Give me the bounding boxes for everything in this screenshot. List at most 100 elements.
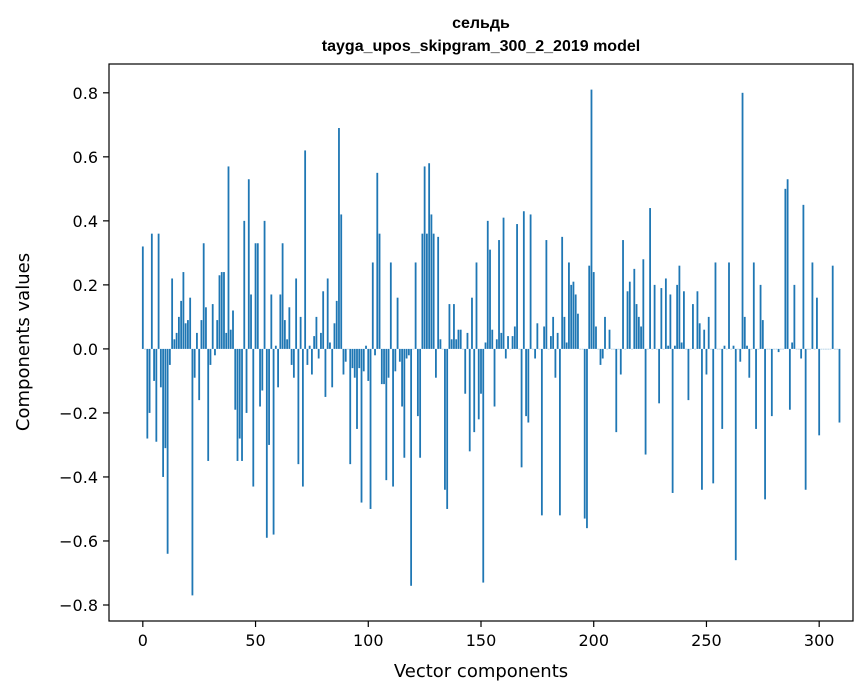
bar bbox=[198, 348, 201, 401]
bar bbox=[392, 348, 394, 487]
bar bbox=[270, 294, 273, 349]
bar bbox=[504, 348, 507, 359]
bar bbox=[640, 326, 642, 349]
bar bbox=[184, 323, 187, 349]
bar bbox=[777, 348, 780, 353]
bar bbox=[755, 348, 757, 429]
bar bbox=[387, 348, 390, 378]
bar bbox=[559, 348, 561, 516]
bar bbox=[728, 262, 730, 349]
bar bbox=[168, 348, 171, 365]
bar bbox=[380, 348, 383, 385]
bar bbox=[414, 262, 417, 349]
bar bbox=[552, 316, 555, 349]
bar bbox=[669, 294, 672, 349]
bar bbox=[410, 348, 413, 586]
bar bbox=[367, 348, 370, 381]
bar bbox=[516, 224, 518, 349]
bar bbox=[520, 348, 523, 468]
bar bbox=[378, 233, 381, 349]
y-tick-label: 0.2 bbox=[73, 276, 98, 295]
bar bbox=[543, 326, 546, 349]
bar bbox=[256, 243, 259, 349]
bar bbox=[748, 348, 751, 378]
bar bbox=[223, 272, 225, 349]
bar bbox=[333, 323, 336, 349]
bar bbox=[489, 249, 491, 349]
bar bbox=[245, 348, 248, 413]
bar bbox=[423, 166, 426, 349]
bar bbox=[148, 348, 151, 413]
bar bbox=[252, 348, 255, 487]
bar bbox=[608, 329, 611, 349]
bar bbox=[588, 265, 591, 349]
bar bbox=[549, 336, 552, 349]
x-tick-label: 50 bbox=[245, 631, 265, 650]
bar bbox=[283, 320, 286, 349]
bar bbox=[475, 262, 478, 349]
bar bbox=[601, 348, 604, 359]
bar bbox=[473, 348, 476, 433]
bar bbox=[592, 272, 595, 349]
bar bbox=[304, 150, 307, 349]
bar bbox=[189, 297, 192, 349]
bar bbox=[405, 348, 408, 359]
bar bbox=[450, 339, 453, 349]
bar bbox=[563, 316, 566, 349]
bar bbox=[802, 204, 805, 349]
bar bbox=[529, 214, 532, 349]
x-tick-label: 100 bbox=[353, 631, 384, 650]
bar bbox=[376, 172, 379, 349]
bar bbox=[734, 348, 737, 561]
bar bbox=[568, 262, 570, 349]
bar bbox=[317, 348, 320, 359]
bar bbox=[374, 348, 376, 356]
bar bbox=[241, 348, 243, 461]
bar bbox=[759, 284, 762, 349]
y-axis-ticks: −0.8 −0.6 −0.4 −0.2 0.0 0.2 0.4 0.6 0.8 bbox=[59, 84, 109, 615]
bar bbox=[455, 339, 458, 349]
bar bbox=[259, 348, 261, 407]
bar bbox=[229, 329, 232, 349]
bar bbox=[712, 348, 715, 484]
bar bbox=[218, 275, 221, 349]
y-tick-label: −0.8 bbox=[59, 596, 98, 615]
bar bbox=[281, 243, 284, 349]
bar bbox=[301, 348, 304, 487]
bar bbox=[673, 345, 676, 349]
bar bbox=[633, 268, 636, 349]
bar bbox=[804, 348, 807, 490]
bar bbox=[482, 348, 485, 583]
bar bbox=[216, 320, 219, 349]
x-tick-label: 0 bbox=[138, 631, 148, 650]
bar bbox=[407, 348, 410, 356]
bar bbox=[540, 348, 543, 516]
bar bbox=[369, 348, 372, 509]
bar bbox=[360, 348, 363, 503]
bar bbox=[209, 348, 212, 365]
bar bbox=[818, 348, 821, 436]
y-axis-label: Components values bbox=[13, 253, 34, 431]
bar bbox=[234, 348, 237, 410]
bar bbox=[692, 304, 694, 349]
bar bbox=[698, 323, 701, 349]
bar bbox=[263, 220, 266, 349]
bar bbox=[653, 284, 656, 349]
x-axis-ticks: 0 50 100 150 200 250 300 bbox=[138, 621, 834, 650]
bar bbox=[292, 348, 295, 378]
bar bbox=[635, 304, 638, 349]
bar bbox=[425, 233, 428, 349]
bar bbox=[471, 297, 473, 349]
bar bbox=[495, 339, 498, 349]
bar bbox=[468, 348, 471, 452]
bar bbox=[297, 348, 300, 465]
bar bbox=[707, 316, 710, 349]
bar bbox=[171, 278, 174, 349]
bar bbox=[358, 348, 361, 369]
bar bbox=[428, 163, 431, 349]
bar bbox=[477, 348, 480, 420]
bar bbox=[615, 348, 618, 433]
bar bbox=[628, 281, 631, 349]
bar bbox=[660, 288, 663, 349]
